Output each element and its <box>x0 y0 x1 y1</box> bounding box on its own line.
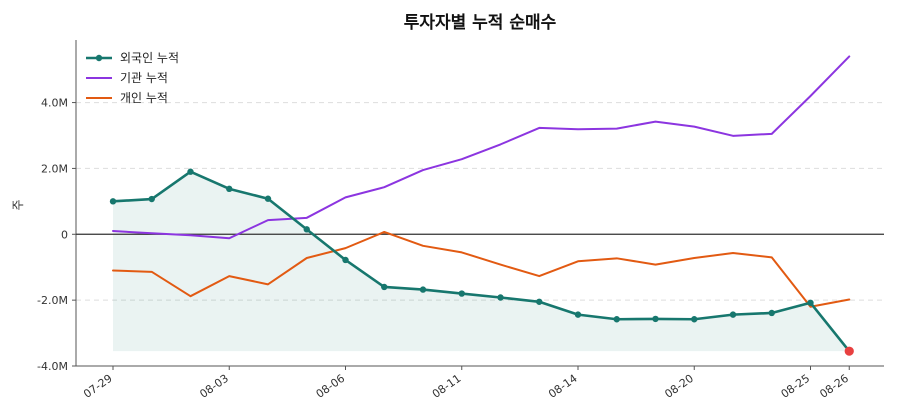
data-point <box>652 315 659 323</box>
data-point <box>226 185 233 193</box>
data-point <box>574 311 582 318</box>
fill-layer <box>113 171 850 352</box>
series-line-individual <box>112 230 851 308</box>
data-point <box>729 311 737 318</box>
data-point <box>148 195 155 203</box>
series-line-institution <box>112 55 851 240</box>
x-tick-label: 08-20 <box>662 372 696 401</box>
data-point <box>536 298 543 305</box>
data-point <box>419 286 427 293</box>
x-tick-label: 08-11 <box>430 372 464 401</box>
data-point <box>303 226 310 233</box>
data-point <box>613 316 620 323</box>
data-point <box>497 294 504 301</box>
data-point <box>691 316 698 323</box>
legend-label: 기관 누적 <box>120 71 168 85</box>
data-point <box>807 299 814 306</box>
last-data-point <box>844 346 854 356</box>
data-point <box>342 256 349 264</box>
x-tick-label: 08-06 <box>314 372 348 401</box>
chart-title: 투자자별 누적 순매수 <box>404 13 557 33</box>
legend-label: 개인 누적 <box>120 91 168 105</box>
legend-label: 외국인 누적 <box>120 51 179 65</box>
data-point <box>458 290 465 297</box>
y-tick-label: 2.0M <box>41 162 68 175</box>
x-tick-label: 08-26 <box>817 372 851 401</box>
data-point <box>187 168 194 175</box>
data-point <box>264 195 272 202</box>
data-point <box>381 283 388 291</box>
series-layer <box>109 55 854 356</box>
x-tick-label: 07-29 <box>81 372 115 401</box>
data-point <box>109 198 117 205</box>
legend-marker <box>95 54 103 62</box>
y-tick-label: -2.0M <box>37 294 68 307</box>
foreign-fill-area <box>113 171 850 352</box>
data-point <box>768 309 775 317</box>
series-line-foreign <box>111 170 851 353</box>
x-tick-label: 08-14 <box>546 372 580 401</box>
y-tick-label: 0 <box>61 228 68 241</box>
y-tick-label: 4.0M <box>41 97 68 110</box>
y-axis-label: 주 <box>11 199 25 210</box>
x-tick-label: 08-03 <box>197 372 231 401</box>
x-tick-label: 08-25 <box>779 372 813 401</box>
y-tick-label: -4.0M <box>37 360 68 373</box>
axes-layer <box>75 40 884 367</box>
